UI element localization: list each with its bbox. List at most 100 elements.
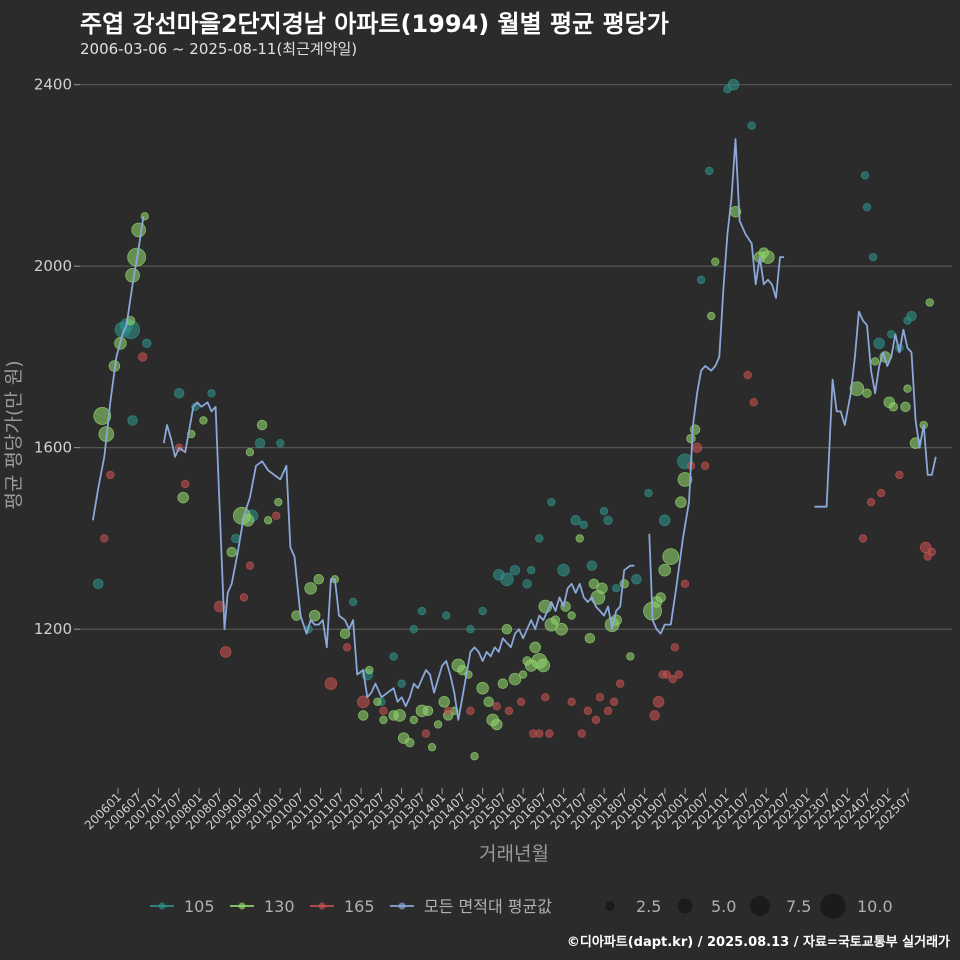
- legend-key-dot: [318, 902, 326, 910]
- grid-lines: [80, 84, 952, 630]
- point-165: [591, 715, 601, 725]
- chart-subtitle: 2006-03-06 ~ 2025-08-11(최근계약일): [80, 40, 358, 58]
- point-130: [903, 384, 912, 393]
- point-105: [599, 507, 609, 516]
- y-tick-label: 1200: [34, 620, 72, 638]
- point-105: [611, 584, 621, 593]
- point-105: [348, 597, 358, 607]
- legend-size-label: 2.5: [636, 897, 661, 916]
- point-105: [570, 515, 581, 526]
- point-130: [508, 672, 522, 686]
- legend-size-label: 10.0: [857, 897, 893, 916]
- point-165: [743, 370, 752, 380]
- point-130: [888, 402, 899, 412]
- point-105: [579, 520, 588, 529]
- point-165: [577, 729, 586, 738]
- x-axis-ticks: 2006012006072007012007072008012008072009…: [82, 788, 914, 833]
- point-165: [239, 593, 249, 602]
- point-130: [925, 298, 934, 307]
- point-130: [491, 718, 503, 731]
- legend-size-label: 7.5: [786, 897, 811, 916]
- point-165: [504, 706, 514, 716]
- point-130: [870, 357, 880, 366]
- legend: 105 130 165 모든 면적대 평균값 2.5 5.0 7.5 10.0: [150, 893, 893, 919]
- point-130: [177, 491, 189, 504]
- point-105: [478, 606, 487, 616]
- point-105: [397, 679, 406, 688]
- point-165: [106, 470, 115, 480]
- point-105: [868, 252, 878, 262]
- point-165: [342, 643, 352, 652]
- legend-size-dot: [605, 901, 615, 911]
- average-line-path: [92, 216, 145, 521]
- point-105: [466, 625, 475, 634]
- point-165: [668, 674, 677, 684]
- point-130: [662, 548, 680, 565]
- point-130: [555, 622, 568, 636]
- legend-size-dot: [820, 893, 846, 919]
- point-165: [895, 470, 904, 480]
- point-165: [516, 697, 526, 706]
- point-130: [470, 752, 479, 761]
- point-105: [417, 606, 427, 616]
- point-105: [142, 338, 152, 349]
- average-line-path: [814, 310, 937, 508]
- point-165: [662, 670, 671, 679]
- point-105: [509, 564, 521, 576]
- legend-label: 모든 면적대 평균값: [424, 897, 552, 916]
- point-165: [877, 488, 886, 498]
- point-105: [254, 437, 266, 449]
- point-130: [131, 222, 146, 238]
- point-165: [670, 643, 679, 652]
- point-105: [887, 330, 896, 339]
- point-130: [689, 424, 701, 435]
- point-130: [476, 681, 489, 695]
- source-caption: ©디아파트(dapt.kr) / 2025.08.13 / 자료=국토교통부 실…: [566, 935, 950, 950]
- point-130: [550, 615, 561, 625]
- point-130: [140, 212, 149, 221]
- point-165: [595, 693, 605, 702]
- point-130: [658, 563, 671, 577]
- point-130: [274, 497, 283, 507]
- point-165: [541, 693, 550, 702]
- point-165: [245, 561, 255, 570]
- point-165: [700, 461, 710, 471]
- point-165: [100, 534, 109, 543]
- point-105: [127, 415, 138, 426]
- point-130: [304, 582, 317, 595]
- legend-size-dot: [677, 898, 693, 914]
- point-165: [466, 706, 475, 716]
- point-130: [483, 696, 494, 708]
- point-130: [596, 582, 608, 595]
- point-130: [313, 574, 324, 585]
- point-105: [586, 560, 598, 571]
- point-165: [749, 398, 758, 407]
- point-105: [535, 534, 544, 543]
- point-165: [181, 479, 190, 489]
- point-130: [241, 514, 255, 527]
- point-105: [500, 572, 514, 587]
- point-165: [219, 646, 232, 658]
- legend-label: 130: [264, 897, 295, 916]
- point-105: [389, 652, 398, 661]
- point-105: [409, 625, 419, 634]
- point-130: [862, 388, 872, 398]
- point-130: [199, 416, 208, 425]
- point-130: [707, 311, 716, 321]
- scatter-points: [92, 78, 936, 761]
- point-130: [677, 472, 693, 487]
- point-130: [339, 628, 351, 639]
- point-165: [535, 729, 544, 738]
- point-165: [649, 710, 660, 721]
- point-130: [226, 546, 237, 558]
- point-130: [675, 496, 687, 508]
- point-165: [567, 697, 576, 706]
- point-130: [619, 579, 629, 589]
- point-130: [373, 697, 382, 706]
- legend-size-label: 5.0: [711, 897, 736, 916]
- point-105: [173, 388, 185, 399]
- point-130: [655, 592, 666, 603]
- point-130: [900, 401, 911, 413]
- point-130: [93, 407, 112, 425]
